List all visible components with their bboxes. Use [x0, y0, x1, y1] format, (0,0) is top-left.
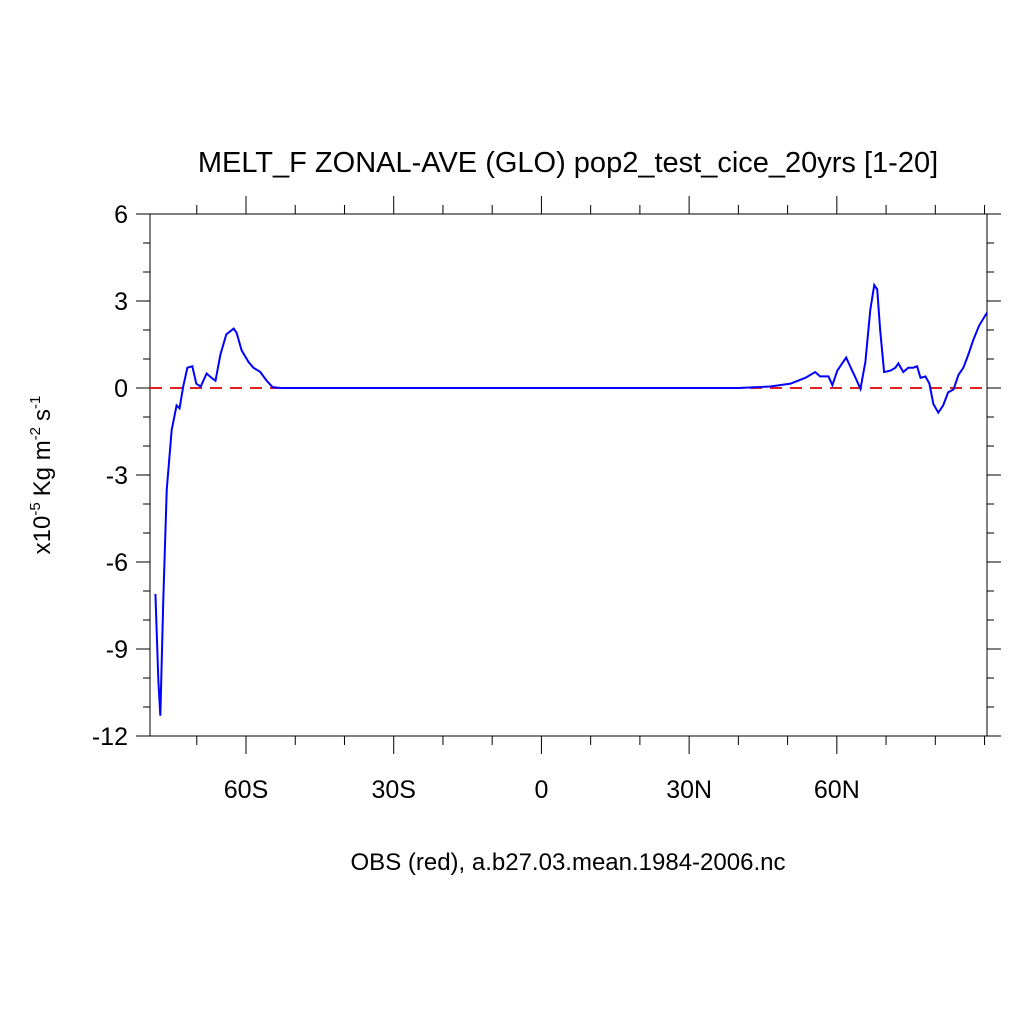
y-tick-label: 0	[114, 375, 128, 403]
x-tick-label: 60N	[814, 776, 860, 804]
y-label-text: Kg m	[29, 440, 56, 496]
x-axis-label: OBS (red), a.b27.03.mean.1984-2006.nc	[351, 849, 786, 876]
x-tick-label: 30N	[666, 776, 712, 804]
y-label-exponent: -2	[27, 427, 44, 440]
y-axis-label: x10-5 Kg m-2 s-1	[27, 396, 56, 555]
y-tick-label: -6	[106, 549, 128, 577]
y-label-exponent: -1	[27, 396, 44, 409]
y-label-exponent: -5	[27, 502, 44, 515]
y-tick-label: -12	[92, 723, 128, 751]
y-tick-label: -3	[106, 462, 128, 490]
y-tick-label: 6	[114, 201, 128, 229]
chart-title: MELT_F ZONAL-AVE (GLO) pop2_test_cice_20…	[198, 147, 938, 179]
plot-frame	[149, 213, 988, 737]
data-line	[154, 282, 988, 716]
y-label-text: x10	[29, 516, 56, 555]
y-tick-label: -9	[106, 636, 128, 664]
x-tick-label: 30S	[371, 776, 415, 804]
x-tick-label: 60S	[224, 776, 268, 804]
x-tick-label: 0	[534, 776, 548, 804]
y-label-text: s	[29, 409, 56, 421]
y-tick-label: 3	[114, 288, 128, 316]
